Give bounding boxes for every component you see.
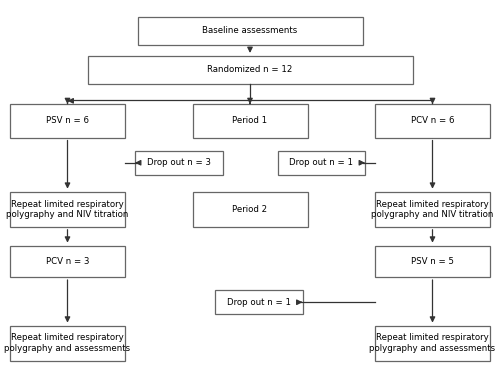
FancyBboxPatch shape <box>375 326 490 361</box>
FancyBboxPatch shape <box>278 151 365 175</box>
Text: Period 1: Period 1 <box>232 116 268 125</box>
Text: Baseline assessments: Baseline assessments <box>202 26 298 35</box>
FancyBboxPatch shape <box>138 17 362 45</box>
Text: PCV n = 3: PCV n = 3 <box>46 257 89 266</box>
Text: PSV n = 5: PSV n = 5 <box>411 257 454 266</box>
Text: PCV n = 6: PCV n = 6 <box>411 116 454 125</box>
Text: Repeat limited respiratory
polygraphy and NIV titration: Repeat limited respiratory polygraphy an… <box>372 199 494 219</box>
FancyBboxPatch shape <box>192 192 308 227</box>
FancyBboxPatch shape <box>10 326 125 361</box>
FancyBboxPatch shape <box>375 104 490 138</box>
FancyBboxPatch shape <box>375 192 490 227</box>
FancyBboxPatch shape <box>375 246 490 277</box>
FancyBboxPatch shape <box>88 56 412 84</box>
Text: Period 2: Period 2 <box>232 205 268 214</box>
FancyBboxPatch shape <box>10 246 125 277</box>
Text: Drop out n = 1: Drop out n = 1 <box>227 298 291 307</box>
FancyBboxPatch shape <box>10 104 125 138</box>
FancyBboxPatch shape <box>192 104 308 138</box>
Text: PSV n = 6: PSV n = 6 <box>46 116 89 125</box>
Text: Randomized n = 12: Randomized n = 12 <box>208 65 292 74</box>
Text: Repeat limited respiratory
polygraphy and assessments: Repeat limited respiratory polygraphy an… <box>370 333 496 353</box>
Text: Repeat limited respiratory
polygraphy and NIV titration: Repeat limited respiratory polygraphy an… <box>6 199 128 219</box>
Text: Drop out n = 1: Drop out n = 1 <box>290 158 354 167</box>
FancyBboxPatch shape <box>10 192 125 227</box>
FancyBboxPatch shape <box>135 151 222 175</box>
Text: Drop out n = 3: Drop out n = 3 <box>147 158 211 167</box>
FancyBboxPatch shape <box>215 290 302 314</box>
Text: Repeat limited respiratory
polygraphy and assessments: Repeat limited respiratory polygraphy an… <box>4 333 130 353</box>
